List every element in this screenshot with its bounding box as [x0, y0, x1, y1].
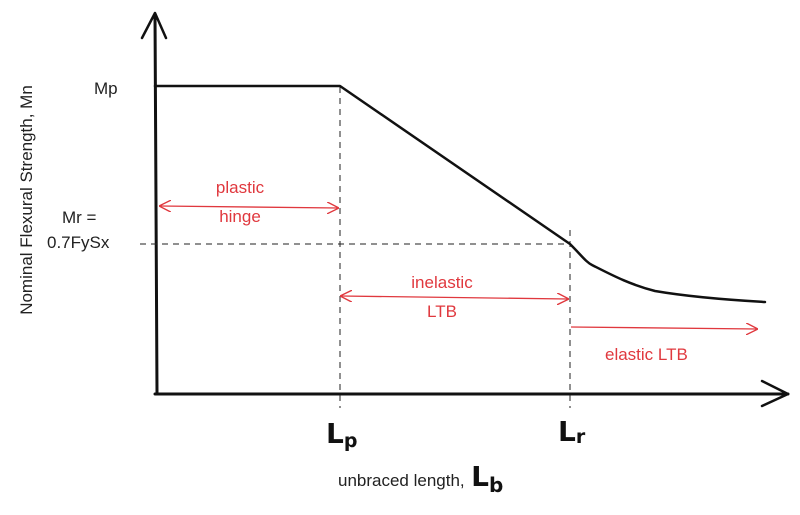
- lp-symbol: Lp: [326, 417, 357, 452]
- plastic-hinge-annotation: plastic hinge: [160, 178, 338, 226]
- lb-symbol-main: L: [471, 460, 489, 493]
- x-axis-label: unbraced length, Lb: [338, 460, 503, 497]
- x-axis-label-text: unbraced length,: [338, 471, 465, 490]
- lp-symbol-main: L: [326, 417, 344, 450]
- elastic-ltb-label: elastic LTB: [605, 345, 688, 364]
- axes: [140, 11, 790, 408]
- strength-curve: [153, 84, 767, 304]
- plastic-arrow: [160, 206, 338, 208]
- y-axis-label: Nominal Flexural Strength, Mn: [17, 85, 36, 315]
- x-axis-arrowhead: [760, 379, 790, 408]
- elastic-ltb-annotation: elastic LTB: [570, 327, 757, 364]
- plastic-label: plastic: [216, 178, 265, 197]
- lr-symbol-main: L: [558, 415, 576, 448]
- elastic-arrow: [570, 327, 757, 329]
- hinge-label: hinge: [219, 207, 261, 226]
- lr-symbol: Lr: [558, 415, 586, 448]
- inelastic-arrow: [341, 296, 568, 299]
- mp-label: Mp: [94, 79, 118, 98]
- mr-label-line2: 0.7FySx: [47, 233, 110, 252]
- lp-symbol-sub: p: [344, 430, 358, 452]
- y-axis-arrowhead: [140, 11, 168, 40]
- inelastic-ltb-annotation: inelastic LTB: [341, 273, 568, 321]
- inelastic-label: inelastic: [411, 273, 473, 292]
- y-axis-line: [153, 12, 159, 395]
- mr-label-line1: Mr =: [62, 208, 97, 227]
- inelastic-ltb-label: LTB: [427, 302, 457, 321]
- lr-symbol-sub: r: [576, 426, 586, 448]
- lb-symbol-sub: b: [489, 473, 503, 497]
- guide-lines: [140, 87, 571, 408]
